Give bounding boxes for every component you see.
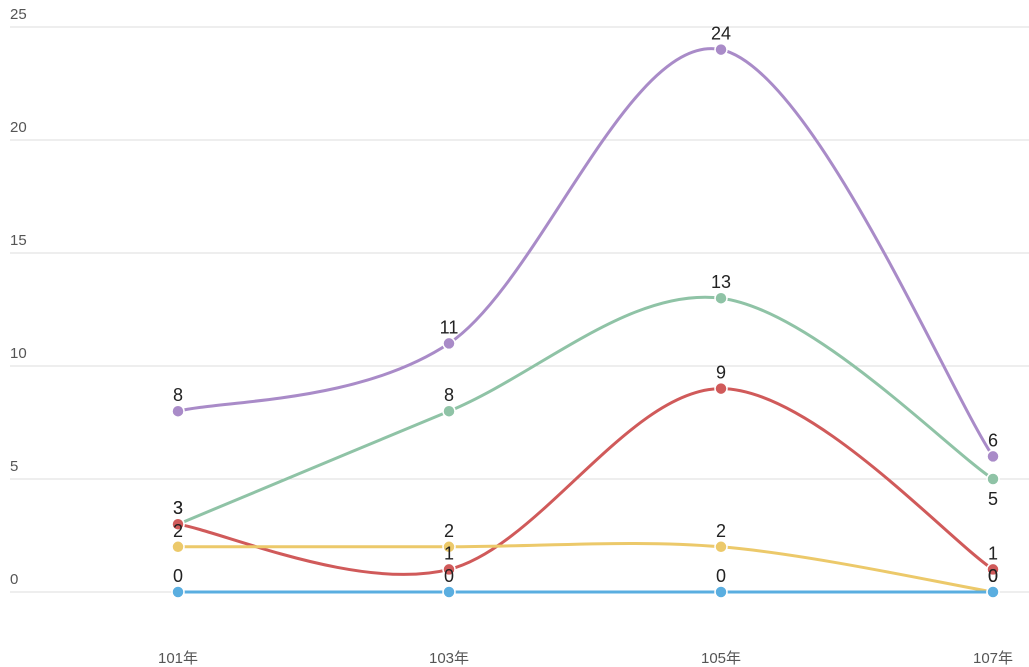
- data-point: [171, 585, 185, 599]
- data-label: 0: [716, 566, 726, 586]
- data-label: 24: [711, 24, 731, 44]
- data-label: 9: [716, 363, 726, 383]
- data-label: 0: [173, 566, 183, 586]
- data-point: [986, 562, 1000, 577]
- x-tick-label: 103年: [429, 650, 469, 667]
- data-label: 2: [716, 521, 726, 541]
- data-point: [714, 291, 728, 305]
- series-line: [177, 47, 995, 458]
- data-label: 1: [988, 543, 998, 563]
- data-label: 0: [988, 566, 998, 586]
- data-label: 8: [444, 385, 454, 405]
- data-point: [171, 540, 185, 554]
- y-tick-label: 15: [10, 232, 27, 249]
- data-point: [714, 42, 728, 57]
- data-point: [442, 585, 456, 599]
- data-label: 1: [444, 543, 454, 563]
- data-label: 8: [173, 385, 183, 405]
- data-point: [442, 562, 456, 577]
- data-point: [442, 336, 456, 351]
- data-label: 3: [173, 498, 183, 518]
- data-point: [986, 472, 1000, 486]
- data-point: [986, 449, 1000, 464]
- series-line: [177, 387, 994, 576]
- y-tick-label: 10: [10, 345, 27, 362]
- data-point: [986, 585, 1000, 599]
- series-line: [177, 541, 994, 594]
- y-tick-label: 5: [10, 458, 18, 475]
- data-label: 2: [444, 521, 454, 541]
- data-label: 0: [444, 566, 454, 586]
- x-tick-label: 105年: [701, 650, 741, 667]
- data-point: [442, 404, 456, 418]
- data-point: [714, 381, 728, 396]
- data-point: [714, 540, 728, 554]
- y-tick-label: 0: [10, 571, 18, 588]
- data-label: 3: [173, 498, 183, 518]
- data-point: [714, 585, 728, 599]
- data-label: 13: [711, 272, 731, 292]
- data-label: 0: [988, 566, 998, 586]
- data-label: 6: [988, 430, 998, 450]
- data-point: [171, 517, 185, 531]
- x-tick-label: 101年: [158, 650, 198, 667]
- data-point: [442, 540, 456, 554]
- y-tick-label: 20: [10, 119, 27, 136]
- data-label: 2: [173, 521, 183, 541]
- data-point: [171, 404, 185, 418]
- data-label: 11: [440, 317, 459, 337]
- x-tick-label: 107年: [973, 650, 1013, 667]
- data-label: 5: [988, 489, 998, 509]
- y-tick-label: 25: [10, 6, 27, 23]
- series-line: [177, 295, 994, 526]
